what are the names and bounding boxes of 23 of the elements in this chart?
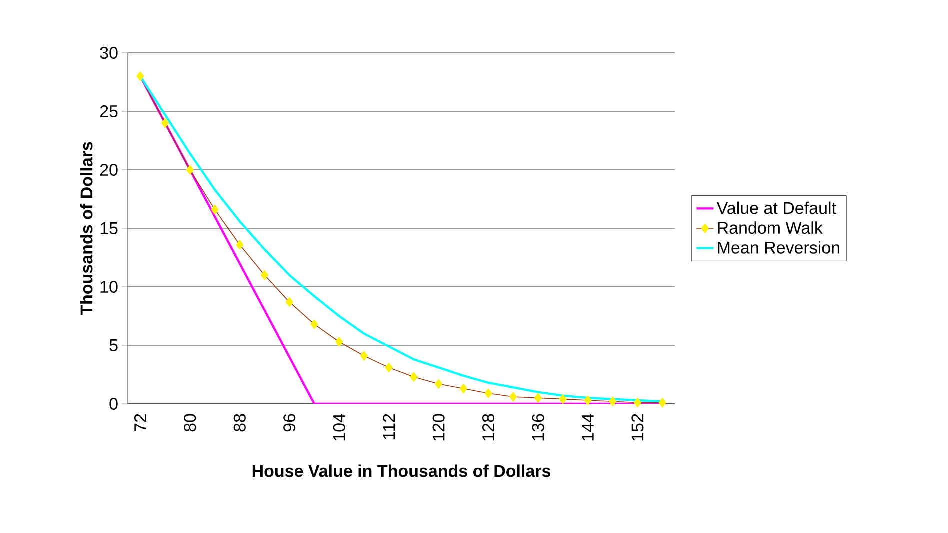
x-tick-label: 136 xyxy=(532,414,544,441)
x-axis-title: House Value in Thousands of Dollars xyxy=(252,464,551,478)
y-tick-label: 25 xyxy=(100,105,118,118)
legend-label: Value at Default xyxy=(716,202,836,214)
y-tick-label: 15 xyxy=(100,222,118,234)
legend-label: Mean Reversion xyxy=(718,241,840,254)
x-tick-label: 152 xyxy=(632,414,644,441)
y-axis-title: Thousands of Dollars xyxy=(80,142,93,316)
legend-label: Random Walk xyxy=(718,222,823,234)
x-tick-label: 80 xyxy=(184,414,196,432)
x-tick-label: 144 xyxy=(582,414,594,441)
y-tick-label: 10 xyxy=(100,280,118,294)
x-tick-label: 88 xyxy=(234,414,246,432)
x-tick-label: 120 xyxy=(432,414,445,441)
y-tick-label: 20 xyxy=(100,164,118,176)
y-tick-label: 30 xyxy=(100,46,118,60)
y-tick-label: 0 xyxy=(110,398,118,410)
x-tick-label: 96 xyxy=(284,414,296,432)
x-tick-label: 128 xyxy=(482,414,495,441)
x-tick-label: 104 xyxy=(333,414,346,441)
x-tick-label: 112 xyxy=(383,414,396,440)
x-tick-label: 72 xyxy=(134,414,146,432)
y-tick-label: 5 xyxy=(110,340,118,352)
